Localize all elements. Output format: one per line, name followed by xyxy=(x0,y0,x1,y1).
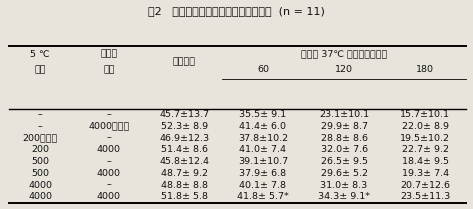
Text: 48.8± 8.8: 48.8± 8.8 xyxy=(161,181,208,190)
Text: 28.8± 8.6: 28.8± 8.6 xyxy=(321,134,368,143)
Text: 4000: 4000 xyxy=(97,192,121,201)
Text: 20.7±12.6: 20.7±12.6 xyxy=(400,181,450,190)
Text: –: – xyxy=(106,134,111,143)
Text: 41.8± 5.7*: 41.8± 5.7* xyxy=(237,192,289,201)
Text: 4000ガウス: 4000ガウス xyxy=(88,122,130,131)
Text: 37.8±10.2: 37.8±10.2 xyxy=(238,134,288,143)
Text: –: – xyxy=(106,110,111,119)
Text: 48.7± 9.2: 48.7± 9.2 xyxy=(161,169,208,178)
Text: 200ガウス: 200ガウス xyxy=(23,134,58,143)
Text: –: – xyxy=(38,122,43,131)
Text: 18.4± 9.5: 18.4± 9.5 xyxy=(402,157,449,166)
Text: 60: 60 xyxy=(257,65,269,74)
Text: 22.0± 8.9: 22.0± 8.9 xyxy=(402,122,449,131)
Text: 23.5±11.3: 23.5±11.3 xyxy=(400,192,450,201)
Text: 4000: 4000 xyxy=(28,192,52,201)
Text: 180: 180 xyxy=(416,65,434,74)
Text: 融解直後: 融解直後 xyxy=(173,57,196,66)
Text: 4000: 4000 xyxy=(97,169,121,178)
Text: 500: 500 xyxy=(31,157,49,166)
Text: 22.7± 9.2: 22.7± 9.2 xyxy=(402,145,449,154)
Text: 15.7±10.1: 15.7±10.1 xyxy=(400,110,450,119)
Text: 4000: 4000 xyxy=(28,181,52,190)
Text: 29.9± 8.7: 29.9± 8.7 xyxy=(321,122,368,131)
Text: 45.7±13.7: 45.7±13.7 xyxy=(159,110,210,119)
Text: 4000: 4000 xyxy=(97,145,121,154)
Text: 45.8±12.4: 45.8±12.4 xyxy=(159,157,210,166)
Text: –: – xyxy=(106,157,111,166)
Text: 51.8± 5.8: 51.8± 5.8 xyxy=(161,192,208,201)
Text: 500: 500 xyxy=(31,169,49,178)
Text: 41.0± 7.4: 41.0± 7.4 xyxy=(239,145,286,154)
Text: 19.3± 7.4: 19.3± 7.4 xyxy=(402,169,449,178)
Text: –: – xyxy=(38,110,43,119)
Text: 凍結時: 凍結時 xyxy=(100,50,117,59)
Text: 曝磁: 曝磁 xyxy=(35,65,46,74)
Text: 26.5± 9.5: 26.5± 9.5 xyxy=(321,157,368,166)
Text: 31.0± 8.3: 31.0± 8.3 xyxy=(321,181,368,190)
Text: 51.4± 8.6: 51.4± 8.6 xyxy=(161,145,208,154)
Text: 200: 200 xyxy=(31,145,49,154)
Text: –: – xyxy=(106,181,111,190)
Text: 融解後 37℃ 保存時間（分）: 融解後 37℃ 保存時間（分） xyxy=(301,50,387,59)
Text: 表2   凍結時に曝磁した牛精子の生存性  (n = 11): 表2 凍結時に曝磁した牛精子の生存性 (n = 11) xyxy=(148,6,325,16)
Text: 5 ℃: 5 ℃ xyxy=(30,50,50,59)
Text: 曝磁: 曝磁 xyxy=(103,65,114,74)
Text: 35.5± 9.1: 35.5± 9.1 xyxy=(239,110,287,119)
Text: 29.6± 5.2: 29.6± 5.2 xyxy=(321,169,368,178)
Text: 39.1±10.7: 39.1±10.7 xyxy=(238,157,288,166)
Text: 37.9± 6.8: 37.9± 6.8 xyxy=(239,169,287,178)
Text: 120: 120 xyxy=(335,65,353,74)
Text: 41.4± 6.0: 41.4± 6.0 xyxy=(239,122,286,131)
Text: 23.1±10.1: 23.1±10.1 xyxy=(319,110,369,119)
Text: 40.1± 7.8: 40.1± 7.8 xyxy=(239,181,286,190)
Text: 32.0± 7.6: 32.0± 7.6 xyxy=(321,145,368,154)
Text: 19.5±10.2: 19.5±10.2 xyxy=(400,134,450,143)
Text: 34.3± 9.1*: 34.3± 9.1* xyxy=(318,192,370,201)
Text: 46.9±12.3: 46.9±12.3 xyxy=(159,134,210,143)
Text: 52.3± 8.9: 52.3± 8.9 xyxy=(161,122,208,131)
